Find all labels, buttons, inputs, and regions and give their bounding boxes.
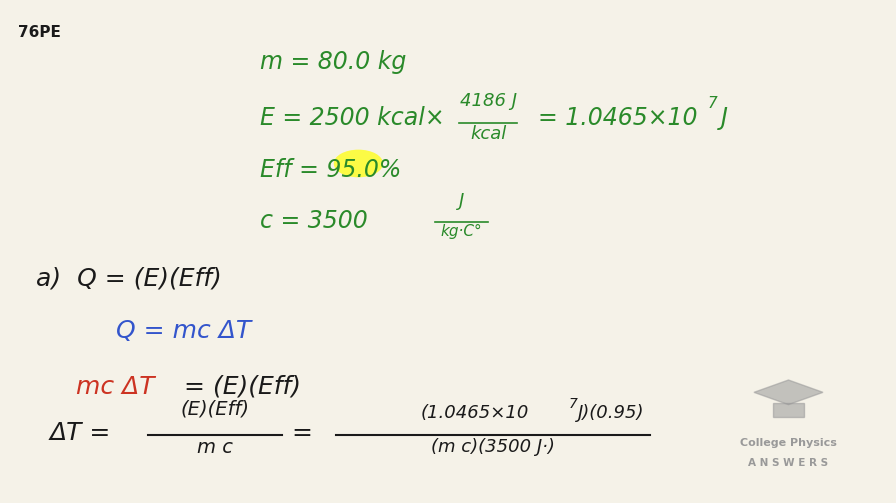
Ellipse shape: [334, 150, 383, 177]
Text: J: J: [721, 106, 728, 130]
Text: E = 2500 kcal×: E = 2500 kcal×: [260, 106, 444, 130]
Text: J)(0.95): J)(0.95): [578, 403, 644, 422]
Text: College Physics: College Physics: [740, 438, 837, 448]
Text: = (E)(Eff): = (E)(Eff): [184, 375, 301, 399]
Text: 7: 7: [569, 397, 578, 411]
Text: m c: m c: [197, 438, 233, 457]
Text: = 1.0465×10: = 1.0465×10: [538, 106, 697, 130]
Text: =: =: [291, 421, 312, 445]
Text: (1.0465×10: (1.0465×10: [421, 403, 529, 422]
Text: (m c)(3500 J·): (m c)(3500 J·): [431, 438, 555, 456]
Text: m = 80.0 kg: m = 80.0 kg: [260, 50, 406, 74]
Text: Eff = 95.0%: Eff = 95.0%: [260, 158, 401, 183]
Polygon shape: [754, 380, 823, 404]
FancyBboxPatch shape: [773, 403, 805, 417]
Text: 76PE: 76PE: [18, 25, 61, 40]
Text: mc ΔT: mc ΔT: [76, 375, 155, 399]
Text: 7: 7: [708, 96, 718, 111]
Text: c = 3500: c = 3500: [260, 209, 367, 233]
Text: a)  Q = (E)(Eff): a) Q = (E)(Eff): [36, 267, 221, 291]
Text: kg·C°: kg·C°: [441, 224, 482, 239]
Text: kcal: kcal: [470, 125, 506, 143]
Text: 4186 J: 4186 J: [460, 92, 517, 110]
Text: J: J: [459, 192, 464, 210]
Text: (E)(Eff): (E)(Eff): [180, 399, 250, 418]
Text: ΔT =: ΔT =: [49, 421, 110, 445]
Text: A N S W E R S: A N S W E R S: [748, 458, 829, 468]
Text: Q = mc ΔT: Q = mc ΔT: [116, 319, 252, 344]
